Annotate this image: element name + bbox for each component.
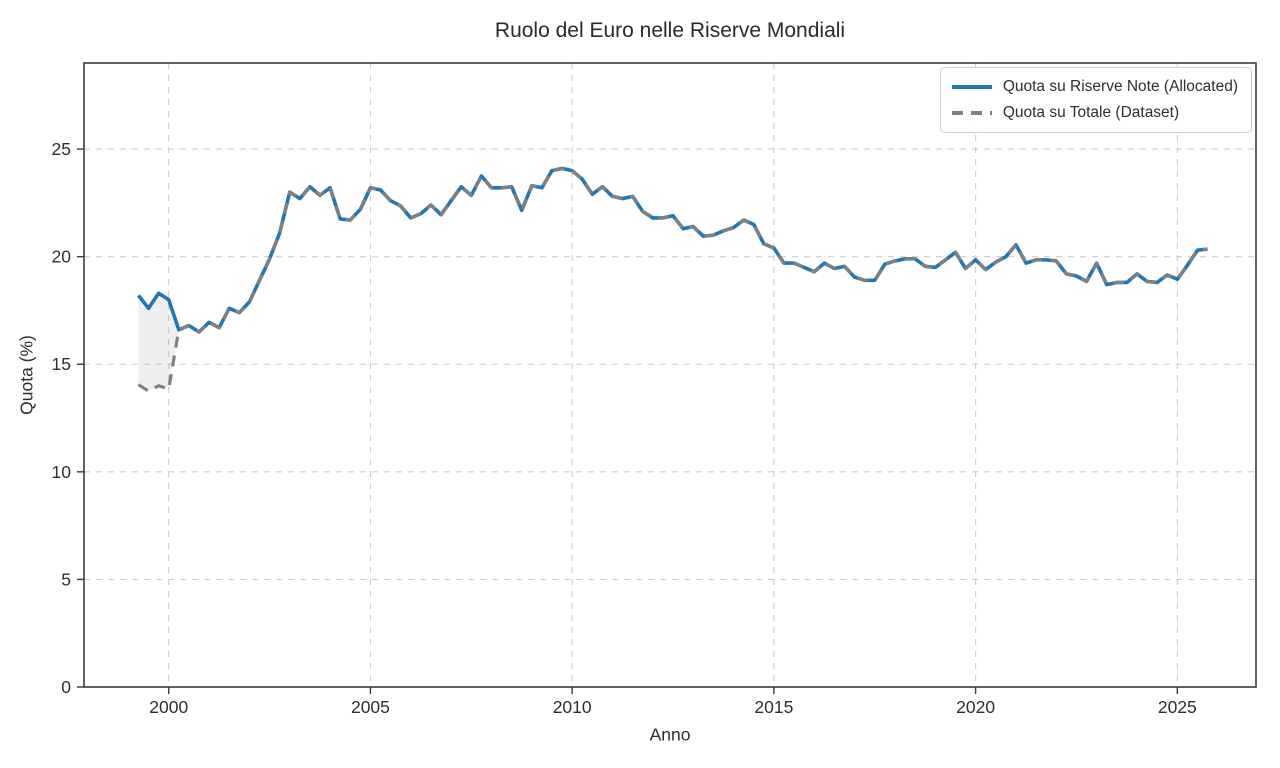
divergence-fill — [138, 293, 179, 392]
plot-border — [83, 62, 1257, 688]
legend: Quota su Riserve Note (Allocated) Quota … — [939, 67, 1252, 134]
legend-label-allocated: Quota su Riserve Note (Allocated) — [1002, 78, 1238, 95]
x-tick-label: 2025 — [1158, 697, 1197, 717]
y-tick-label: 15 — [52, 354, 71, 374]
legend-item-allocated: Quota su Riserve Note (Allocated) — [951, 77, 1238, 97]
y-tick-label: 20 — [52, 247, 72, 267]
legend-line-dashed-icon — [951, 111, 992, 116]
y-tick-label: 0 — [61, 677, 71, 697]
chart-title: Ruolo del Euro nelle Riserve Mondiali — [494, 19, 846, 42]
legend-item-dataset: Quota su Totale (Dataset) — [951, 103, 1238, 123]
x-tick-label: 2010 — [553, 697, 592, 717]
y-tick-label: 25 — [52, 139, 71, 159]
y-axis-label: Quota (%) — [16, 335, 37, 415]
y-tick-label: 5 — [61, 569, 71, 589]
x-axis-label: Anno — [649, 724, 691, 745]
series-dataset-line — [137, 166, 1208, 393]
y-tick-label: 10 — [52, 462, 72, 482]
series-allocated-line — [137, 166, 1208, 334]
x-tick-label: 2020 — [956, 697, 995, 717]
x-tick-label: 2015 — [754, 697, 793, 717]
x-tick-label: 2000 — [149, 697, 188, 717]
x-tick-label: 2005 — [351, 697, 390, 717]
legend-line-solid-icon — [951, 85, 992, 90]
legend-label-dataset: Quota su Totale (Dataset) — [1002, 104, 1180, 122]
